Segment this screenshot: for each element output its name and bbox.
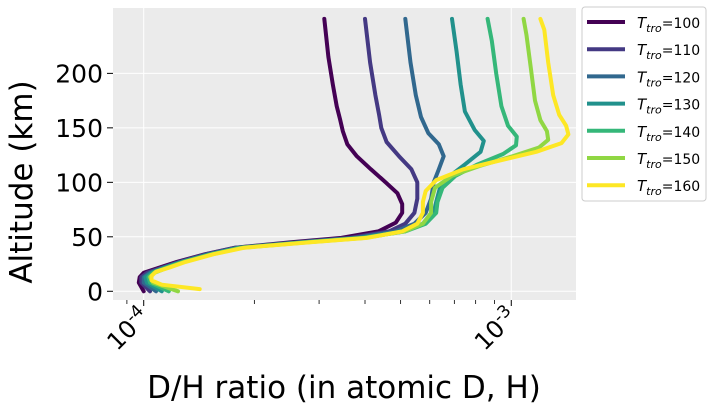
y-axis-title: Altitude (km) bbox=[4, 80, 40, 283]
legend-label: Ttro=110 bbox=[637, 41, 700, 62]
x-tick-label: 10-3 bbox=[468, 301, 523, 356]
legend: Ttro=100 Ttro=110 Ttro=120 Ttro=130 Ttro=140… bbox=[581, 6, 707, 202]
legend-label: Ttro=130 bbox=[637, 96, 700, 117]
legend-label: Ttro=120 bbox=[637, 68, 700, 89]
y-tick-label: 200 bbox=[55, 59, 103, 88]
legend-label: Ttro=150 bbox=[637, 150, 700, 171]
x-axis-title: D/H ratio (in atomic D, H) bbox=[147, 370, 541, 406]
y-tick-label: 0 bbox=[87, 277, 103, 306]
series-line-7 bbox=[149, 16, 571, 292]
y-tick-label: 50 bbox=[71, 223, 103, 252]
legend-box bbox=[581, 6, 707, 202]
y-tick-label: 150 bbox=[55, 114, 103, 143]
y-tick-label: 100 bbox=[55, 168, 103, 197]
legend-label: Ttro=160 bbox=[637, 177, 700, 198]
legend-label: Ttro=100 bbox=[637, 14, 700, 35]
x-tick-label: 10-4 bbox=[100, 301, 155, 356]
legend-label: Ttro=140 bbox=[637, 123, 700, 144]
series-layer bbox=[136, 16, 571, 294]
